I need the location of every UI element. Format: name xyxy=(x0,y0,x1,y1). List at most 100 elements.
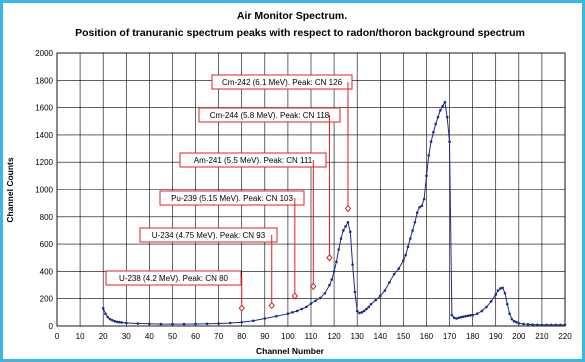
x-tick-label: 120 xyxy=(327,332,341,341)
data-point xyxy=(445,115,449,119)
data-point xyxy=(457,316,461,320)
data-point xyxy=(480,309,484,313)
data-point xyxy=(402,259,405,262)
y-tick-label: 600 xyxy=(40,240,54,249)
annotation-marker xyxy=(326,253,333,262)
x-tick-label: 190 xyxy=(489,332,503,341)
annotation-label: Pu-239 (5.15 MeV). Peak: CN 103 xyxy=(171,194,293,203)
y-tick-label: 0 xyxy=(49,322,54,331)
data-point xyxy=(427,154,431,157)
data-point xyxy=(104,312,107,316)
chart-title: Air Monitor Spectrum. xyxy=(237,10,347,22)
data-point xyxy=(413,220,417,224)
data-point xyxy=(464,314,468,318)
data-point xyxy=(408,237,412,240)
data-point xyxy=(305,305,308,309)
data-point xyxy=(148,322,151,326)
annotation-marker xyxy=(268,301,275,310)
data-point xyxy=(510,317,514,321)
x-tick-label: 10 xyxy=(76,332,85,341)
data-point xyxy=(392,272,396,276)
data-point xyxy=(549,323,553,327)
data-point xyxy=(351,263,354,266)
data-point xyxy=(452,316,456,320)
data-point xyxy=(295,309,299,313)
data-point xyxy=(559,323,562,327)
chart-subtitle: Position of tranuranic spectrum peaks wi… xyxy=(75,27,525,39)
data-point xyxy=(330,278,334,281)
data-point xyxy=(505,302,509,306)
data-point xyxy=(337,248,341,251)
data-point xyxy=(367,305,371,309)
data-point xyxy=(286,312,290,316)
data-point xyxy=(462,315,465,319)
x-axis-label: Channel Number xyxy=(256,346,325,356)
data-point xyxy=(228,321,232,325)
data-point xyxy=(404,253,407,257)
x-tick-label: 130 xyxy=(351,332,365,341)
y-tick-label: 1600 xyxy=(35,104,53,113)
data-point xyxy=(217,322,220,325)
data-point xyxy=(360,311,364,314)
y-tick-label: 200 xyxy=(40,295,54,304)
x-tick-label: 210 xyxy=(535,332,549,341)
data-point xyxy=(342,229,345,232)
data-point xyxy=(339,237,343,240)
data-point xyxy=(415,211,419,215)
data-point xyxy=(124,321,128,325)
data-point xyxy=(517,321,521,325)
data-point xyxy=(466,314,470,318)
x-tick-label: 20 xyxy=(99,332,108,341)
annotation-marker xyxy=(238,304,245,313)
data-point xyxy=(522,322,525,326)
data-point xyxy=(120,321,123,324)
data-point xyxy=(563,323,567,327)
spectrum-series xyxy=(101,100,567,327)
data-point xyxy=(436,115,440,119)
data-point xyxy=(406,245,410,249)
x-tick-label: 200 xyxy=(512,332,526,341)
data-point xyxy=(425,174,428,178)
data-point xyxy=(499,287,502,290)
annotation-leader xyxy=(241,277,243,306)
data-point xyxy=(418,205,421,209)
data-point xyxy=(355,309,359,313)
y-tick-label: 1000 xyxy=(35,186,53,195)
data-point xyxy=(182,322,186,326)
y-tick-label: 1200 xyxy=(35,158,53,167)
data-point xyxy=(358,311,361,315)
x-tick-label: 40 xyxy=(145,332,154,341)
data-point xyxy=(471,313,474,317)
annotation-box xyxy=(159,190,305,206)
x-tick-label: 50 xyxy=(168,332,177,341)
annotation-label: U-238 (4.2 MeV). Peak: CN 80 xyxy=(119,274,228,283)
data-point xyxy=(535,323,539,327)
annotation-box xyxy=(179,152,327,168)
data-point xyxy=(240,320,244,324)
data-point xyxy=(455,317,458,320)
data-point xyxy=(422,197,426,201)
x-tick-label: 160 xyxy=(420,332,434,341)
data-point xyxy=(171,322,174,326)
data-point xyxy=(369,302,373,306)
data-point xyxy=(328,283,331,287)
y-tick-label: 1800 xyxy=(35,76,53,85)
data-point xyxy=(515,320,518,324)
y-tick-label: 1400 xyxy=(35,131,53,140)
data-point xyxy=(332,270,336,273)
data-point xyxy=(526,323,530,326)
data-point xyxy=(441,104,444,108)
annotation-box xyxy=(211,74,353,90)
annotation-label: Cm-242 (6.1 MeV). Peak: CN 126 xyxy=(222,78,343,87)
data-point xyxy=(300,307,304,311)
annotation-marker xyxy=(344,204,352,213)
annotation-marker xyxy=(310,282,317,291)
data-point xyxy=(378,294,382,298)
data-point xyxy=(496,289,500,292)
data-point xyxy=(318,296,322,300)
x-tick-label: 220 xyxy=(558,332,572,341)
data-point xyxy=(475,312,479,316)
data-point xyxy=(459,315,463,319)
data-point xyxy=(411,229,414,232)
